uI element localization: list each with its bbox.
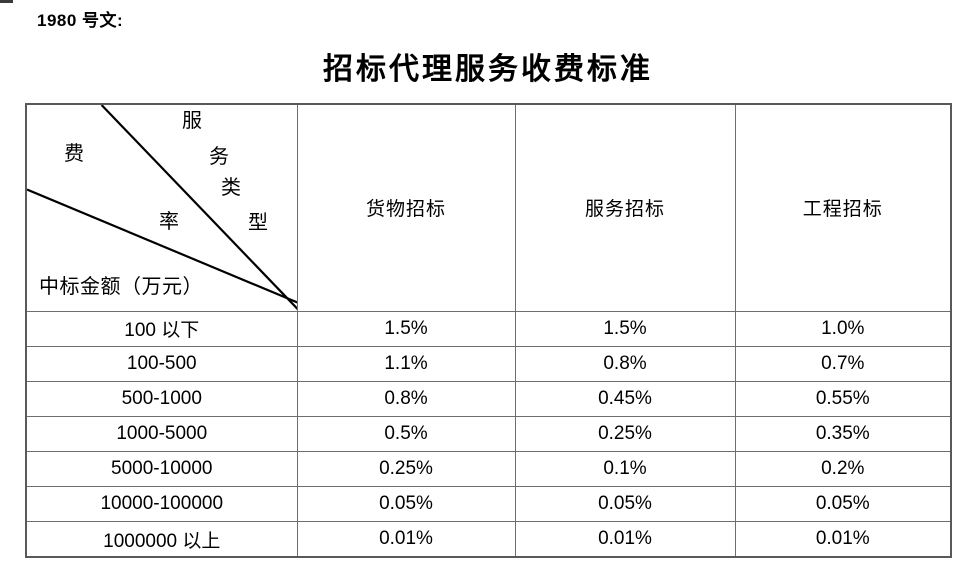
corner-label-amount: 中标金额（万元） — [39, 276, 203, 298]
rate-cell: 0.05% — [514, 486, 736, 523]
rate-cell: 0.1% — [514, 451, 736, 488]
corner-label-service-type-char: 务 — [209, 146, 229, 168]
rate-cell: 0.2% — [734, 451, 952, 488]
table-row: 1000000 以上 0.01% 0.01% 0.01% — [25, 521, 952, 558]
rate-cell: 0.35% — [734, 416, 952, 453]
table-row: 5000-10000 0.25% 0.1% 0.2% — [25, 451, 952, 488]
rate-cell: 0.45% — [514, 381, 736, 418]
table-row: 100-500 1.1% 0.8% 0.7% — [25, 346, 952, 383]
fee-standard-table: 服 务 类 型 费 率 中标金额（万元） 货物招标 服务招标 工程招标 100 … — [25, 103, 952, 558]
table-row: 1000-5000 0.5% 0.25% 0.35% — [25, 416, 952, 453]
row-label: 1000000 以上 — [25, 521, 298, 558]
corner-label-fee-rate-char: 费 — [64, 143, 84, 165]
rate-cell: 0.5% — [296, 416, 516, 453]
rate-cell: 0.05% — [296, 486, 516, 523]
column-header-engineering: 工程招标 — [734, 103, 952, 312]
table-header-row: 服 务 类 型 费 率 中标金额（万元） 货物招标 服务招标 工程招标 — [25, 103, 952, 312]
row-label: 5000-10000 — [25, 451, 298, 488]
rate-cell: 0.01% — [734, 521, 952, 558]
row-label: 10000-100000 — [25, 486, 298, 523]
doc-number-label: 1980 号文: — [37, 11, 124, 30]
rate-cell: 0.01% — [296, 521, 516, 558]
rate-cell: 1.1% — [296, 346, 516, 383]
rate-cell: 0.05% — [734, 486, 952, 523]
diagonal-divider-lines — [27, 105, 296, 309]
row-label: 100-500 — [25, 346, 298, 383]
corner-label-fee-rate-char: 率 — [159, 211, 179, 233]
rate-cell: 1.5% — [296, 310, 516, 348]
column-header-service: 服务招标 — [514, 103, 736, 312]
table-row: 10000-100000 0.05% 0.05% 0.05% — [25, 486, 952, 523]
rate-cell: 0.25% — [514, 416, 736, 453]
rate-cell: 0.55% — [734, 381, 952, 418]
scan-artifact — [0, 0, 13, 3]
rate-cell: 0.8% — [514, 346, 736, 383]
corner-label-service-type-char: 类 — [221, 177, 241, 199]
row-label: 100 以下 — [25, 310, 298, 348]
page-title: 招标代理服务收费标准 — [323, 53, 653, 86]
table-row: 100 以下 1.5% 1.5% 1.0% — [25, 310, 952, 348]
row-label: 1000-5000 — [25, 416, 298, 453]
column-header-goods: 货物招标 — [296, 103, 516, 312]
table-row: 500-1000 0.8% 0.45% 0.55% — [25, 381, 952, 418]
rate-cell: 0.01% — [514, 521, 736, 558]
corner-label-service-type-char: 型 — [248, 212, 268, 234]
rate-cell: 0.8% — [296, 381, 516, 418]
row-label: 500-1000 — [25, 381, 298, 418]
rate-cell: 1.5% — [514, 310, 736, 348]
rate-cell: 0.25% — [296, 451, 516, 488]
corner-header-cell: 服 务 类 型 费 率 中标金额（万元） — [25, 103, 298, 312]
corner-label-service-type-char: 服 — [182, 110, 202, 132]
rate-cell: 1.0% — [734, 310, 952, 348]
rate-cell: 0.7% — [734, 346, 952, 383]
